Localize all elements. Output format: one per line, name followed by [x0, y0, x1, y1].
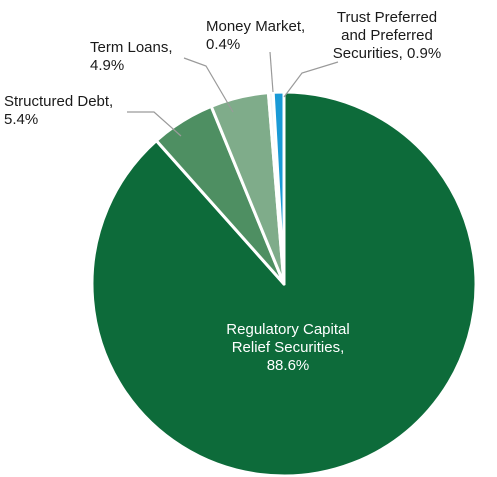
data-label-line: 0.4% — [206, 36, 240, 53]
data-label-line: Structured Debt, — [4, 93, 113, 110]
data-label-line: 5.4% — [4, 111, 38, 128]
leader-line-trust-preferred-and-preferred-securities — [283, 61, 339, 98]
data-label-line: Regulatory Capital — [226, 321, 349, 338]
data-label-line: Trust Preferred — [337, 9, 437, 26]
data-label-money-market: Money Market, 0.4% — [206, 18, 305, 53]
data-labels: Regulatory Capital Relief Securities, 88.6… — [4, 9, 441, 374]
data-label-regulatory-capital-relief-securities: Regulatory Capital Relief Securities, 88.6… — [226, 321, 349, 374]
leader-lines — [127, 51, 339, 137]
data-label-structured-debt: Structured Debt, 5.4% — [4, 93, 113, 128]
data-label-line: Money Market, — [206, 18, 305, 35]
pie-slice-trust-preferred-and-preferred-securities — [271, 90, 286, 286]
data-label-line: 4.9% — [90, 57, 124, 74]
leader-line-money-market — [269, 51, 274, 93]
data-label-line: 88.6% — [267, 357, 310, 374]
data-label-line: Relief Securities, — [232, 339, 345, 356]
leader-line-structured-debt — [127, 111, 182, 137]
data-label-line: Term Loans, — [90, 39, 173, 56]
data-label-line: Securities, 0.9% — [333, 45, 441, 62]
data-label-term-loans: Term Loans, 4.9% — [90, 39, 173, 74]
pie-slice-regulatory-capital-relief-securities — [90, 90, 478, 477]
pie-slices — [90, 90, 478, 477]
data-label-line: and Preferred — [341, 27, 433, 44]
data-label-trust-preferred-and-preferred-securities: Trust Preferred and Preferred Securities, … — [333, 9, 441, 62]
leader-line-term-loans — [183, 57, 234, 113]
